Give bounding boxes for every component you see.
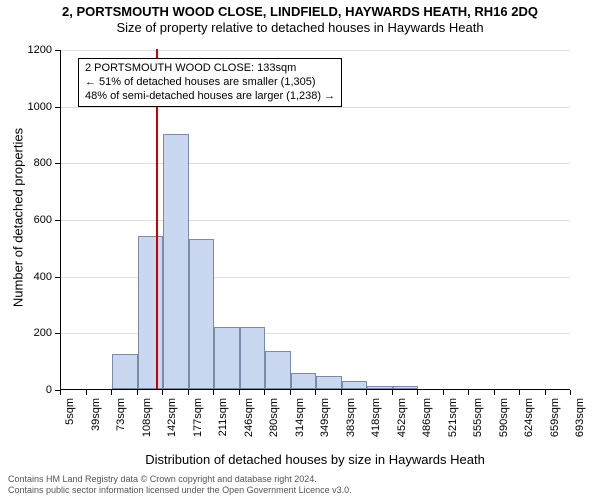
chart-area: 0 200 400 600 800 1000 1200 5sqm 39sqm 73sqm 108sq… (0, 0, 600, 500)
histogram-bar (393, 386, 419, 389)
xtick-mark (213, 390, 214, 395)
histogram-bar (112, 354, 138, 389)
y-axis-label: Number of detached properties (11, 118, 26, 318)
xtick-mark (519, 390, 520, 395)
ytick-label: 0 (0, 384, 52, 396)
xtick-mark (494, 390, 495, 395)
xtick-label: 693sqm (574, 398, 586, 458)
ytick-label: 600 (0, 214, 52, 226)
xtick-mark (545, 390, 546, 395)
xtick-mark (392, 390, 393, 395)
xtick-label: 418sqm (370, 398, 382, 458)
ytick-label: 1200 (0, 44, 52, 56)
xtick-label: 280sqm (268, 398, 280, 458)
grid-line (61, 50, 570, 51)
xtick-label: 624sqm (523, 398, 535, 458)
ytick-mark (55, 107, 60, 108)
xtick-mark (468, 390, 469, 395)
xtick-label: 314sqm (294, 398, 306, 458)
info-box-line: 2 PORTSMOUTH WOOD CLOSE: 133sqm (85, 62, 335, 76)
xtick-label: 39sqm (90, 398, 102, 458)
histogram-bar (214, 327, 240, 389)
ytick-mark (55, 277, 60, 278)
xtick-label: 452sqm (396, 398, 408, 458)
ytick-label: 400 (0, 271, 52, 283)
xtick-label: 73sqm (115, 398, 127, 458)
histogram-bar (189, 239, 215, 389)
xtick-label: 659sqm (549, 398, 561, 458)
xtick-label: 177sqm (192, 398, 204, 458)
ytick-label: 200 (0, 327, 52, 339)
ytick-label: 800 (0, 157, 52, 169)
footer-line2: Contains public sector information licen… (8, 485, 352, 496)
xtick-mark (111, 390, 112, 395)
grid-line (61, 163, 570, 164)
xtick-mark (341, 390, 342, 395)
xtick-label: 246sqm (243, 398, 255, 458)
xtick-mark (315, 390, 316, 395)
x-axis-label: Distribution of detached houses by size … (60, 452, 570, 467)
xtick-mark (570, 390, 571, 395)
ytick-mark (55, 220, 60, 221)
xtick-mark (417, 390, 418, 395)
histogram-bar (240, 327, 266, 389)
xtick-mark (443, 390, 444, 395)
histogram-bar (291, 373, 317, 389)
histogram-bar (316, 376, 342, 389)
info-box-line: 48% of semi-detached houses are larger (… (85, 90, 335, 104)
xtick-label: 108sqm (141, 398, 153, 458)
xtick-label: 555sqm (472, 398, 484, 458)
xtick-label: 590sqm (498, 398, 510, 458)
xtick-mark (60, 390, 61, 395)
xtick-mark (86, 390, 87, 395)
ytick-mark (55, 333, 60, 334)
histogram-bar (163, 134, 189, 389)
ytick-mark (55, 163, 60, 164)
xtick-mark (290, 390, 291, 395)
xtick-mark (137, 390, 138, 395)
histogram-bar (138, 236, 164, 389)
footer-line1: Contains HM Land Registry data © Crown c… (8, 474, 352, 485)
info-box-line: ← 51% of detached houses are smaller (1,… (85, 76, 335, 90)
xtick-label: 5sqm (64, 398, 76, 458)
xtick-label: 142sqm (166, 398, 178, 458)
xtick-mark (239, 390, 240, 395)
xtick-label: 349sqm (319, 398, 331, 458)
histogram-bar (367, 386, 393, 389)
footer: Contains HM Land Registry data © Crown c… (8, 474, 352, 496)
histogram-bar (342, 381, 368, 390)
grid-line (61, 220, 570, 221)
xtick-mark (366, 390, 367, 395)
xtick-mark (162, 390, 163, 395)
xtick-mark (264, 390, 265, 395)
xtick-label: 486sqm (421, 398, 433, 458)
ytick-label: 1000 (0, 101, 52, 113)
xtick-label: 211sqm (217, 398, 229, 458)
xtick-label: 383sqm (345, 398, 357, 458)
histogram-bar (265, 351, 291, 389)
ytick-mark (55, 50, 60, 51)
xtick-label: 521sqm (447, 398, 459, 458)
info-box: 2 PORTSMOUTH WOOD CLOSE: 133sqm← 51% of … (78, 58, 342, 107)
xtick-mark (188, 390, 189, 395)
